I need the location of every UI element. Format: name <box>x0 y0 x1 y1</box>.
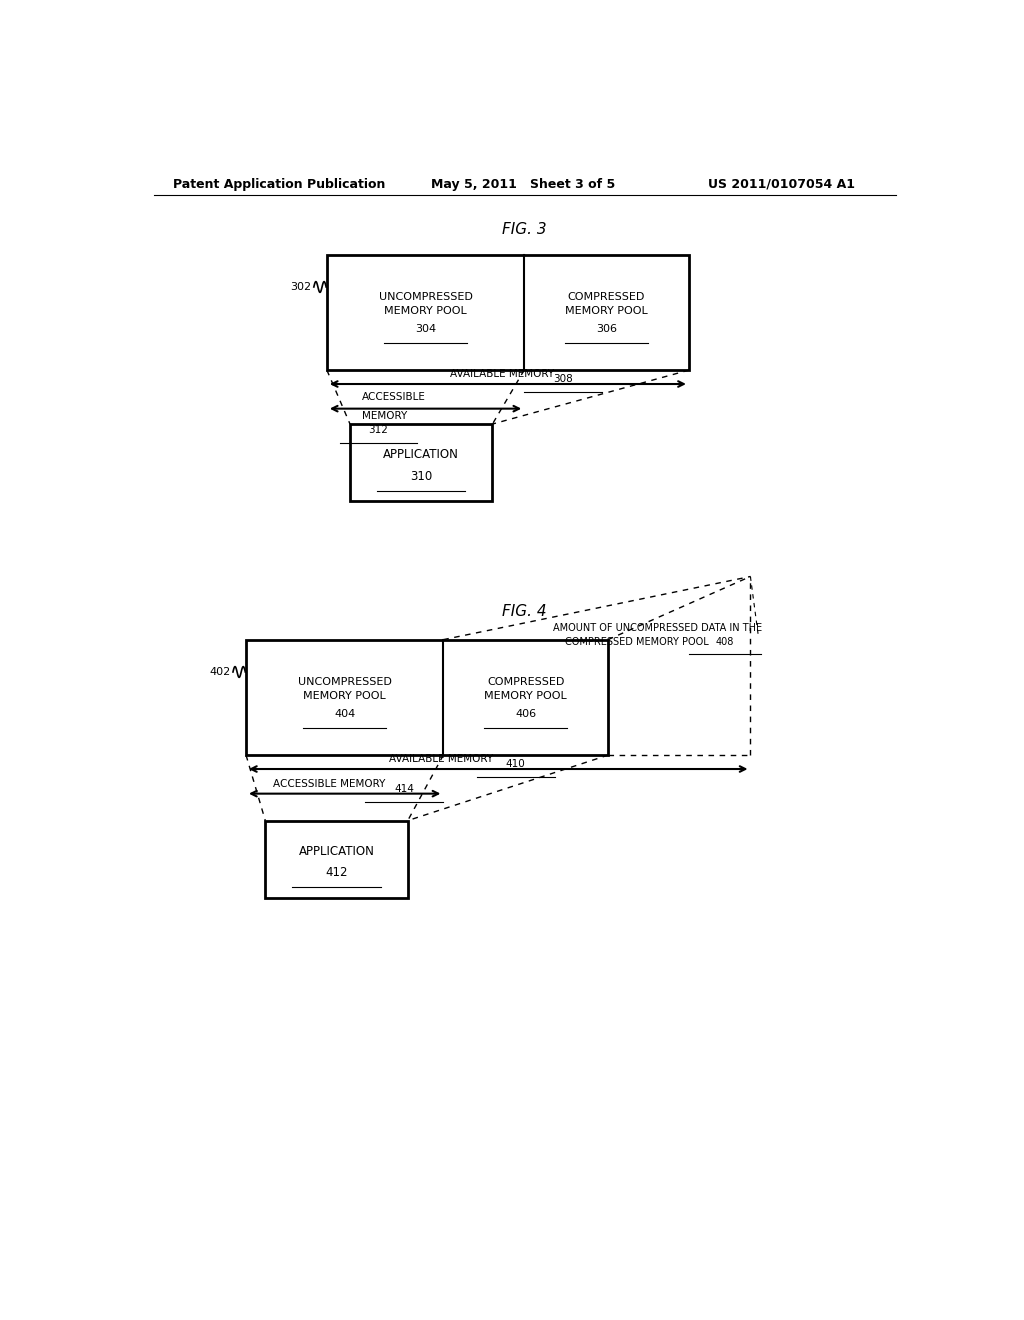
Text: 310: 310 <box>410 470 432 483</box>
Text: MEMORY POOL: MEMORY POOL <box>384 306 467 315</box>
Text: 412: 412 <box>326 866 348 879</box>
Bar <box>327 255 689 370</box>
Text: MEMORY: MEMORY <box>361 411 407 421</box>
Text: 304: 304 <box>415 325 436 334</box>
Text: 410: 410 <box>506 759 525 770</box>
Text: 414: 414 <box>394 784 414 795</box>
Text: Patent Application Publication: Patent Application Publication <box>173 178 385 190</box>
Text: ACCESSIBLE: ACCESSIBLE <box>361 392 425 403</box>
Text: FIG. 3: FIG. 3 <box>503 222 547 236</box>
Text: 308: 308 <box>553 375 573 384</box>
Text: APPLICATION: APPLICATION <box>383 449 459 462</box>
Text: 406: 406 <box>515 709 537 719</box>
Text: COMPRESSED: COMPRESSED <box>487 677 564 686</box>
Text: MEMORY POOL: MEMORY POOL <box>484 690 567 701</box>
Text: MEMORY POOL: MEMORY POOL <box>303 690 386 701</box>
Text: AMOUNT OF UNCOMPRESSED DATA IN THE: AMOUNT OF UNCOMPRESSED DATA IN THE <box>553 623 763 634</box>
Text: May 5, 2011   Sheet 3 of 5: May 5, 2011 Sheet 3 of 5 <box>431 178 615 190</box>
Text: 404: 404 <box>334 709 355 719</box>
Text: UNCOMPRESSED: UNCOMPRESSED <box>379 292 472 302</box>
Text: ACCESSIBLE MEMORY: ACCESSIBLE MEMORY <box>273 779 389 789</box>
Bar <box>265 821 408 898</box>
Text: COMPRESSED MEMORY POOL: COMPRESSED MEMORY POOL <box>565 638 713 647</box>
Text: 306: 306 <box>596 325 617 334</box>
Text: AVAILABLE MEMORY: AVAILABLE MEMORY <box>451 370 558 379</box>
Text: COMPRESSED: COMPRESSED <box>567 292 645 302</box>
Bar <box>350 424 493 502</box>
Text: 408: 408 <box>716 638 734 647</box>
Text: 302: 302 <box>291 282 311 292</box>
Text: MEMORY POOL: MEMORY POOL <box>565 306 648 315</box>
Text: 402: 402 <box>210 667 230 677</box>
Text: APPLICATION: APPLICATION <box>299 845 375 858</box>
Text: FIG. 4: FIG. 4 <box>503 603 547 619</box>
Bar <box>246 640 608 755</box>
Text: AVAILABLE MEMORY: AVAILABLE MEMORY <box>389 755 496 764</box>
Text: 312: 312 <box>369 425 388 436</box>
Text: US 2011/0107054 A1: US 2011/0107054 A1 <box>708 178 855 190</box>
Text: UNCOMPRESSED: UNCOMPRESSED <box>298 677 391 686</box>
